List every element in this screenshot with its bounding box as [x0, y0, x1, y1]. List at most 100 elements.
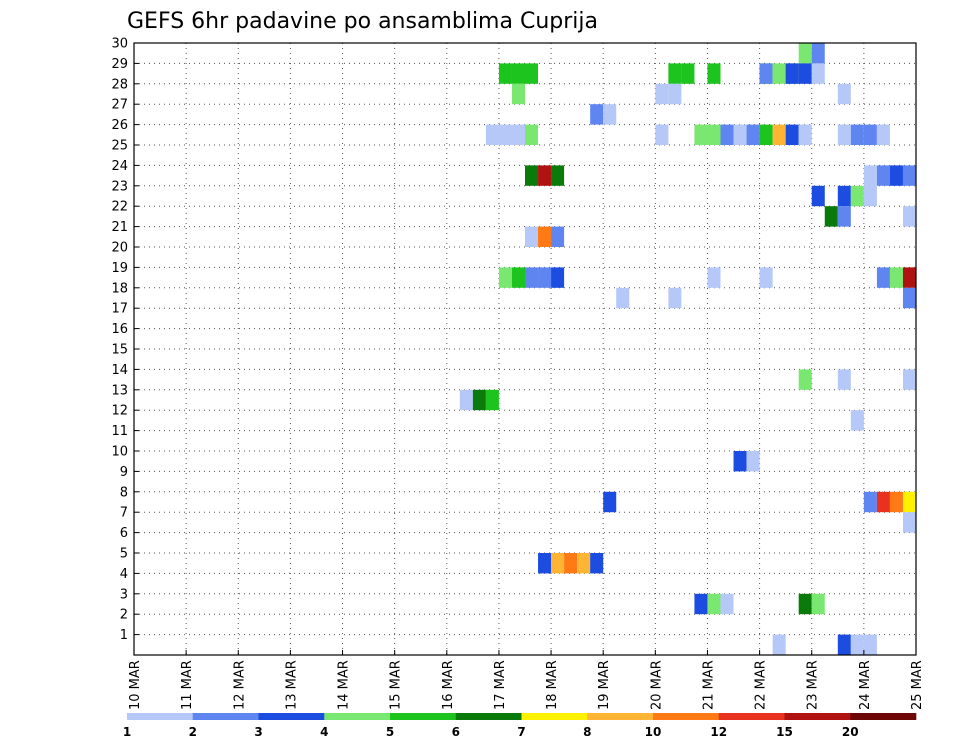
y-tick-label: 3	[120, 587, 128, 602]
precip-cell	[811, 185, 825, 207]
y-tick-label: 2	[120, 608, 128, 623]
precip-cell	[511, 83, 525, 105]
precip-cell	[837, 634, 851, 655]
precip-cell	[694, 124, 708, 145]
x-tick-label: 16 MAR	[441, 660, 456, 710]
precip-cell	[759, 63, 773, 84]
precip-cell	[850, 124, 864, 145]
precip-cell	[798, 43, 812, 64]
precip-cell	[694, 593, 708, 615]
precip-cell	[889, 267, 903, 288]
y-tick-label: 26	[111, 118, 128, 133]
legend-swatch	[718, 713, 785, 720]
precip-cell	[850, 410, 864, 431]
precip-cell	[759, 124, 773, 145]
y-tick-label: 11	[111, 424, 128, 439]
precip-cell	[668, 287, 682, 309]
precip-cell	[668, 83, 682, 105]
y-tick-label: 17	[111, 302, 128, 317]
precip-cell	[616, 287, 630, 309]
precip-cell	[590, 104, 604, 125]
precip-cell	[707, 63, 721, 84]
precip-cell	[511, 124, 525, 145]
y-tick-label: 14	[111, 363, 128, 378]
chart-title: GEFS 6hr padavine po ansamblima Cuprija	[127, 9, 598, 34]
y-tick-label: 6	[120, 526, 128, 541]
legend-swatch	[521, 713, 588, 720]
legend-swatch	[850, 713, 917, 720]
legend-swatch	[127, 713, 194, 720]
precip-cell	[681, 63, 695, 84]
legend-label: 15	[776, 725, 793, 739]
precip-cell	[902, 206, 916, 227]
precip-cell	[889, 491, 903, 513]
precip-cell	[668, 63, 682, 84]
precip-cell	[577, 553, 591, 574]
color-legend: 1 2 3 4 5 6 7 8 10 12 15 20	[123, 713, 917, 739]
legend-label: 8	[583, 725, 591, 739]
precip-cell	[655, 124, 669, 145]
x-tick-label: 23 MAR	[806, 660, 821, 710]
precip-cell	[837, 206, 851, 227]
precip-cell	[707, 593, 721, 615]
precip-cell	[511, 63, 525, 84]
y-tick-label: 23	[111, 179, 128, 194]
precip-cell	[746, 124, 760, 145]
precip-cell	[551, 165, 565, 186]
x-tick-label: 17 MAR	[493, 660, 508, 710]
precip-cell	[772, 124, 786, 145]
y-tick-label: 19	[111, 261, 128, 276]
legend-label: 4	[320, 725, 328, 739]
y-tick-label: 21	[111, 220, 128, 235]
precip-cell	[459, 389, 473, 411]
y-tick-label: 13	[111, 383, 128, 398]
precip-cell	[876, 267, 890, 288]
legend-swatch	[390, 713, 457, 720]
precip-cell	[863, 165, 877, 186]
y-tick-label: 12	[111, 404, 128, 419]
precip-cell	[876, 165, 890, 186]
y-tick-label: 24	[111, 159, 128, 174]
precip-cell	[525, 124, 539, 145]
x-tick-label: 15 MAR	[389, 660, 404, 710]
precip-cell	[603, 104, 617, 125]
precip-cell	[876, 124, 890, 145]
x-tick-label: 11 MAR	[180, 660, 195, 710]
precip-cell	[811, 593, 825, 615]
precip-cell	[850, 185, 864, 207]
precip-cell	[655, 83, 669, 105]
y-axis-ticks: 1234567891011121314151617181920212223242…	[111, 37, 139, 643]
precip-cell	[902, 512, 916, 533]
precip-cell	[798, 369, 812, 390]
legend-swatch	[192, 713, 259, 720]
precip-cell	[811, 63, 825, 84]
precip-cell	[590, 553, 604, 574]
precip-cell	[525, 63, 539, 84]
y-tick-label: 5	[120, 547, 128, 562]
precip-cell	[837, 185, 851, 207]
precip-cell	[798, 124, 812, 145]
precip-cell	[551, 267, 565, 288]
precip-cell	[824, 206, 838, 227]
x-tick-label: 18 MAR	[545, 660, 560, 710]
legend-label: 7	[517, 725, 525, 739]
precip-cell	[889, 165, 903, 186]
y-tick-label: 25	[111, 139, 128, 154]
precip-cell	[863, 491, 877, 513]
x-tick-label: 19 MAR	[597, 660, 612, 710]
precip-cell	[707, 267, 721, 288]
y-tick-label: 9	[120, 465, 128, 480]
x-tick-label: 25 MAR	[910, 660, 925, 710]
precip-cell	[538, 165, 552, 186]
precip-cell	[837, 369, 851, 390]
precip-cell	[720, 593, 734, 615]
precip-cell	[798, 63, 812, 84]
precip-cell	[720, 124, 734, 145]
y-tick-label: 29	[111, 57, 128, 72]
legend-label: 12	[710, 725, 727, 739]
legend-label: 20	[842, 725, 859, 739]
precip-cell	[603, 491, 617, 513]
x-tick-label: 22 MAR	[754, 660, 769, 710]
legend-label: 1	[123, 725, 131, 739]
y-tick-label: 4	[120, 567, 128, 582]
